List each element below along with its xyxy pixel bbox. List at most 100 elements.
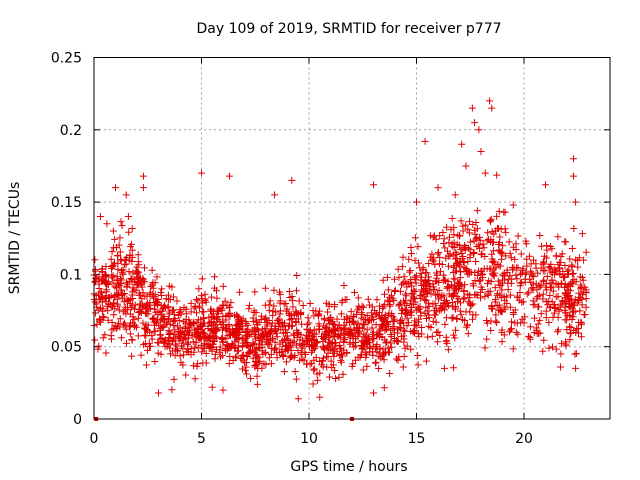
data-point xyxy=(232,324,240,332)
data-point xyxy=(186,320,194,328)
data-point xyxy=(349,317,357,325)
data-point xyxy=(119,266,127,274)
data-point xyxy=(122,191,130,199)
data-point xyxy=(152,297,160,305)
data-point xyxy=(511,255,519,263)
data-point xyxy=(405,268,413,276)
data-point xyxy=(468,315,476,323)
data-point xyxy=(499,242,507,250)
data-point xyxy=(216,317,224,325)
data-point xyxy=(400,273,408,281)
data-point xyxy=(219,386,227,394)
data-point xyxy=(117,334,125,342)
data-point xyxy=(98,265,106,273)
data-point xyxy=(540,259,548,267)
data-point xyxy=(384,344,392,352)
data-point xyxy=(466,229,474,237)
data-point xyxy=(432,235,440,243)
data-point xyxy=(474,291,482,299)
data-point xyxy=(354,319,362,327)
data-point xyxy=(407,244,415,252)
data-point xyxy=(411,257,419,265)
data-point xyxy=(233,325,241,333)
data-point xyxy=(477,288,485,296)
data-point xyxy=(191,343,199,351)
data-point xyxy=(359,324,367,332)
data-point xyxy=(418,324,426,332)
x-tick-label: 10 xyxy=(300,431,318,447)
data-point xyxy=(220,321,228,329)
data-point xyxy=(115,281,123,289)
data-point xyxy=(444,283,452,291)
data-point xyxy=(306,327,314,335)
data-point xyxy=(114,252,122,260)
data-point xyxy=(458,250,466,258)
data-point xyxy=(169,318,177,326)
data-point xyxy=(445,283,453,291)
data-point xyxy=(114,302,122,310)
data-point xyxy=(111,235,119,243)
data-point xyxy=(276,297,284,305)
data-point xyxy=(336,334,344,342)
data-point xyxy=(368,334,376,342)
data-point xyxy=(109,299,117,307)
data-point xyxy=(288,315,296,323)
data-point xyxy=(150,327,158,335)
data-point xyxy=(503,266,511,274)
data-point xyxy=(540,276,548,284)
data-point xyxy=(471,119,479,127)
data-point xyxy=(337,351,345,359)
data-point xyxy=(462,162,470,170)
data-point xyxy=(99,307,107,315)
data-point xyxy=(381,290,389,298)
data-point xyxy=(104,280,112,288)
data-point xyxy=(289,339,297,347)
data-point xyxy=(252,350,260,358)
data-point xyxy=(258,347,266,355)
data-point xyxy=(497,225,505,233)
data-point xyxy=(412,272,420,280)
data-point xyxy=(255,319,263,327)
data-point xyxy=(325,344,333,352)
data-point xyxy=(243,353,251,361)
data-point xyxy=(232,352,240,360)
data-point xyxy=(208,326,216,334)
data-point xyxy=(467,302,475,310)
data-point xyxy=(440,239,448,247)
data-point xyxy=(208,343,216,351)
data-point xyxy=(472,291,480,299)
data-point xyxy=(563,326,571,334)
data-point xyxy=(432,318,440,326)
data-point xyxy=(319,354,327,362)
data-point xyxy=(96,213,104,221)
data-point xyxy=(362,351,370,359)
data-point xyxy=(209,313,217,321)
data-point xyxy=(514,330,522,338)
data-point xyxy=(557,350,565,358)
data-point xyxy=(244,332,252,340)
data-point xyxy=(252,335,260,343)
data-point xyxy=(350,343,358,351)
data-point xyxy=(261,284,269,292)
data-point xyxy=(490,238,498,246)
data-point xyxy=(429,317,437,325)
data-point xyxy=(363,362,371,370)
data-point xyxy=(358,309,366,317)
data-point xyxy=(330,327,338,335)
data-point xyxy=(226,309,234,317)
data-point xyxy=(469,220,477,228)
data-point xyxy=(339,370,347,378)
data-point xyxy=(327,357,335,365)
data-point xyxy=(548,276,556,284)
data-point xyxy=(539,277,547,285)
data-point xyxy=(477,147,485,155)
data-point xyxy=(543,286,551,294)
data-point xyxy=(457,268,465,276)
data-point xyxy=(219,338,227,346)
data-point xyxy=(166,350,174,358)
data-point xyxy=(352,310,360,318)
data-point xyxy=(417,308,425,316)
x-tick-label: 5 xyxy=(197,431,206,447)
data-point xyxy=(170,375,178,383)
data-point xyxy=(252,358,260,366)
